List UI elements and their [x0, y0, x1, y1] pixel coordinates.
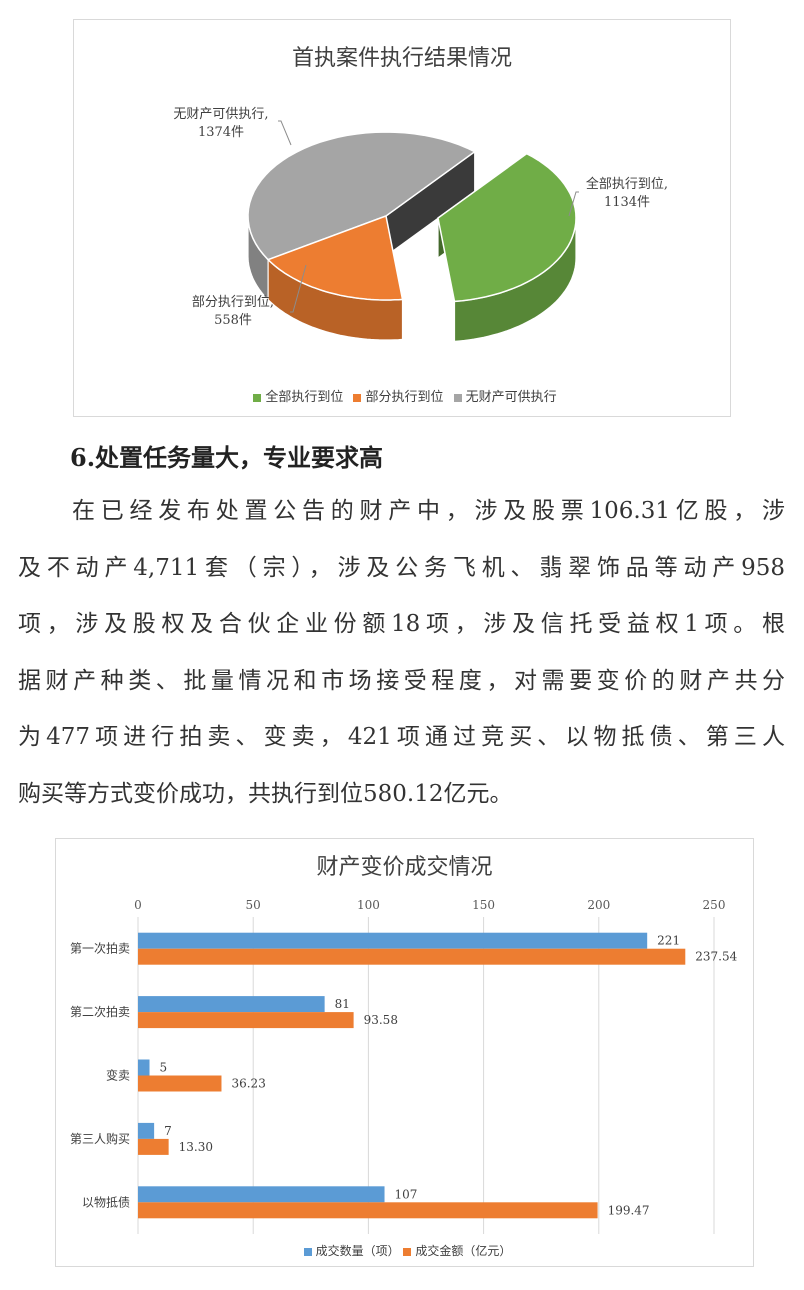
- data-label-value: 558件: [214, 313, 252, 328]
- bar-count: [138, 1186, 385, 1203]
- bar-count: [138, 932, 648, 949]
- legend-swatch-amount: [403, 1247, 412, 1256]
- bar-amount: [138, 1202, 598, 1219]
- paragraph-line: 为477项进行拍卖、变卖，421项通过竞买、以物抵债、第三人: [18, 724, 785, 750]
- section-heading: 6.处置任务量大，专业要求高: [70, 443, 384, 472]
- bar-amount: [138, 1138, 169, 1155]
- bar-data-label: 221: [657, 934, 680, 948]
- bar-amount: [138, 948, 686, 965]
- pie-legend: 全部执行到位 部分执行到位 无财产可供执行: [74, 386, 730, 405]
- bar-amount: [138, 1075, 222, 1092]
- pie-slice-无财产可供执行: [247, 131, 477, 261]
- x-tick-label: 250: [703, 898, 726, 912]
- bar-data-label: 237.54: [695, 950, 737, 964]
- x-tick-label: 100: [357, 898, 380, 912]
- bar-data-label: 13.30: [179, 1140, 213, 1154]
- bar-data-label: 107: [395, 1187, 418, 1201]
- paragraph-line: 及不动产4,711套（宗），涉及公务飞机、翡翠饰品等动产958: [18, 555, 785, 581]
- bar-data-label: 5: [160, 1061, 168, 1075]
- y-category-label: 第二次拍卖: [70, 1004, 130, 1019]
- data-label-value: 1134件: [604, 195, 650, 210]
- legend-swatch-count: [303, 1247, 312, 1256]
- bar-count: [138, 996, 325, 1013]
- bar-data-label: 7: [164, 1124, 172, 1138]
- x-tick-label: 50: [246, 898, 261, 912]
- paragraph-line: 项，涉及股权及合伙企业份额18项，涉及信托受益权1项。根: [18, 611, 785, 637]
- legend-label-count: 成交数量（项）: [315, 1244, 400, 1258]
- y-category-label: 变卖: [106, 1068, 130, 1083]
- data-label-name: 全部执行到位,: [586, 176, 668, 192]
- y-category-label: 以物抵债: [82, 1195, 130, 1209]
- legend-label-partial: 部分执行到位: [365, 390, 444, 405]
- x-tick-label: 150: [472, 898, 495, 912]
- bar-amount: [138, 1012, 354, 1029]
- leader-line: [290, 264, 307, 313]
- leader-line: [278, 120, 292, 146]
- bar-count: [138, 1122, 155, 1139]
- y-category-label: 第一次拍卖: [70, 941, 130, 956]
- pie-slice-全部执行到位: [437, 152, 577, 303]
- data-label-name: 部分执行到位,: [192, 295, 274, 310]
- bar-chart: 财产变价成交情况 0 50 100 150 200 250 第一次拍卖 221 237.54 第二…: [55, 838, 754, 1267]
- bar-data-label: 199.47: [608, 1203, 650, 1217]
- pie-chart-title: 首执案件执行结果情况: [291, 46, 512, 71]
- bar-chart-title: 财产变价成交情况: [316, 855, 493, 880]
- y-category-label: 第三人购买: [70, 1131, 130, 1146]
- leader-line: [568, 191, 579, 217]
- paragraph-line: 购买等方式变价成功，共执行到位580.12亿元。: [18, 781, 513, 807]
- x-tick-label: 200: [587, 898, 610, 912]
- paragraph-line: 据财产种类、批量情况和市场接受程度，对需要变价的财产共分: [18, 668, 785, 694]
- bar-data-label: 81: [335, 997, 350, 1011]
- x-tick-label: 0: [134, 898, 142, 912]
- bar-data-label: 93.58: [364, 1013, 398, 1027]
- bar-legend: 成交数量（项） 成交金额（亿元）: [56, 1242, 753, 1259]
- paragraph-line: 在已经发布处置公告的财产中，涉及股票106.31亿股，涉: [72, 498, 785, 524]
- legend-swatch-none: [453, 393, 462, 402]
- legend-label-amount: 成交金额（亿元）: [415, 1244, 512, 1258]
- bar-count: [138, 1059, 150, 1076]
- legend-swatch-full: [253, 393, 262, 402]
- legend-label-full: 全部执行到位: [265, 390, 344, 405]
- legend-label-none: 无财产可供执行: [465, 390, 557, 405]
- bar-data-label: 36.23: [231, 1077, 265, 1091]
- pie-chart: 首执案件执行结果情况 无财产可供执行, 1374件全部执行到位, 1134件部分执行…: [73, 19, 731, 417]
- data-label-name: 无财产可供执行,: [173, 107, 268, 122]
- legend-swatch-partial: [353, 393, 362, 402]
- bar-chart-canvas: 0 50 100 150 200 250 第一次拍卖 221 237.54 第二次拍卖 81 93.5…: [70, 898, 738, 1234]
- data-label-value: 1374件: [198, 125, 244, 140]
